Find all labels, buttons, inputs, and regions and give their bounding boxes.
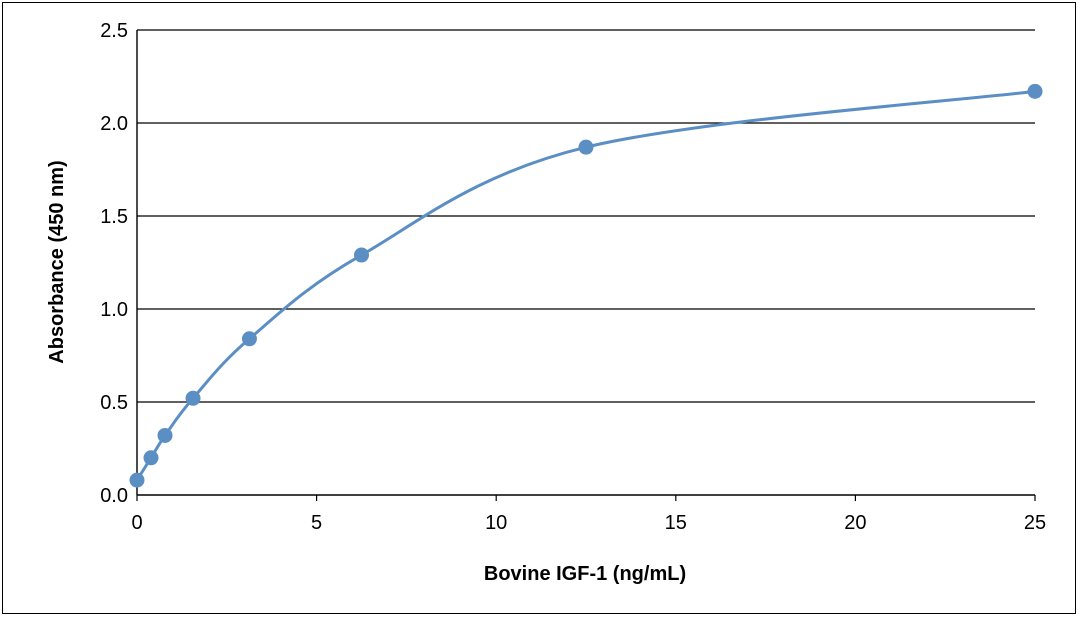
y-axis-title: Absorbance (450 nm) bbox=[46, 160, 68, 363]
y-tick-label: 2.0 bbox=[100, 113, 128, 135]
x-tick-label: 20 bbox=[844, 512, 866, 534]
x-tick-label: 15 bbox=[665, 512, 687, 534]
data-point bbox=[241, 331, 257, 347]
y-tick-label: 1.5 bbox=[100, 206, 128, 228]
x-tick-label: 25 bbox=[1024, 512, 1046, 534]
y-tick-label: 0.0 bbox=[100, 485, 128, 507]
data-point bbox=[578, 139, 594, 155]
x-tick-label: 0 bbox=[131, 512, 142, 534]
data-point bbox=[143, 450, 159, 466]
series-line bbox=[135, 89, 1036, 481]
y-tick-label: 2.5 bbox=[100, 20, 128, 42]
x-axis-title: Bovine IGF-1 (ng/mL) bbox=[484, 563, 686, 585]
x-tick-label: 10 bbox=[485, 512, 507, 534]
data-point bbox=[1027, 83, 1043, 99]
x-tick-label: 5 bbox=[311, 512, 322, 534]
data-point bbox=[157, 427, 173, 443]
series bbox=[129, 83, 1043, 488]
data-point bbox=[354, 247, 369, 263]
data-point bbox=[129, 472, 145, 488]
y-tick-label: 0.5 bbox=[100, 392, 128, 414]
x-tick-labels: 0 5 10 15 20 25 bbox=[131, 512, 1046, 534]
y-tick-labels: 0.0 0.5 1.0 1.5 2.0 2.5 bbox=[100, 20, 128, 507]
grid-lines bbox=[137, 29, 1035, 403]
data-point bbox=[185, 390, 201, 406]
axes bbox=[136, 30, 1036, 501]
y-tick-label: 1.0 bbox=[100, 299, 128, 321]
